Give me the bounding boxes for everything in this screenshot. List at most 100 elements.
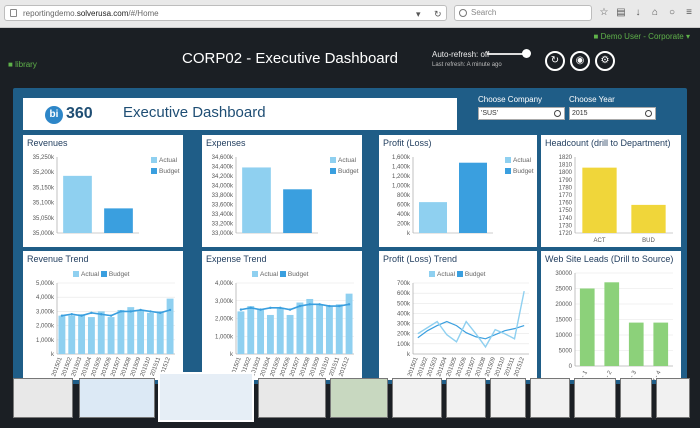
thumbnail-3[interactable] <box>158 372 254 422</box>
budget-point[interactable] <box>139 308 142 312</box>
bar[interactable] <box>166 298 174 354</box>
company-select[interactable]: 'SUS' <box>478 107 565 120</box>
thumbnail-6[interactable] <box>392 378 442 418</box>
budget-point[interactable] <box>338 304 341 308</box>
budget-point[interactable] <box>168 308 172 312</box>
budget-point[interactable] <box>119 310 123 313</box>
thumbnail-11[interactable] <box>620 378 652 418</box>
bar[interactable] <box>146 312 154 354</box>
actual-line[interactable] <box>417 290 525 349</box>
bar[interactable] <box>237 311 245 354</box>
bar[interactable] <box>107 317 115 354</box>
budget-point[interactable] <box>249 306 252 310</box>
legend-item[interactable]: Actual <box>505 157 531 164</box>
bar[interactable] <box>117 309 125 354</box>
user-menu[interactable]: ■ Demo User - Corporate ▾ <box>593 32 690 41</box>
toggle-track[interactable] <box>487 53 529 55</box>
bar[interactable] <box>335 304 343 354</box>
budget-point[interactable] <box>70 313 73 316</box>
bar[interactable] <box>58 315 66 354</box>
toggle-knob[interactable] <box>522 49 531 58</box>
view-eye-icon[interactable]: ◉ <box>570 51 590 71</box>
library-link[interactable]: ■ library <box>8 60 37 69</box>
budget-line[interactable] <box>417 320 525 340</box>
budget-point[interactable] <box>318 303 321 306</box>
bar[interactable] <box>78 314 86 354</box>
address-bar[interactable]: reportingdemo.solverusa.com/#/Home ▾ ↻ <box>4 5 447 21</box>
thumbnail-12[interactable] <box>656 378 690 418</box>
thumbnail-8[interactable] <box>490 378 526 418</box>
panel-revenues[interactable]: Revenues Actual Budget 35,250k 35,200k 35,15… <box>23 135 183 247</box>
bar[interactable] <box>137 309 145 354</box>
bar[interactable] <box>316 304 324 354</box>
budget-point[interactable] <box>109 314 113 317</box>
budget-point[interactable] <box>90 311 93 315</box>
bar[interactable] <box>459 162 487 233</box>
bar[interactable] <box>97 311 105 354</box>
bar[interactable] <box>87 317 95 354</box>
bar[interactable] <box>68 315 76 354</box>
budget-point[interactable] <box>347 303 351 306</box>
bar[interactable] <box>628 322 644 366</box>
budget-point[interactable] <box>259 308 262 311</box>
settings-gear-icon[interactable]: ⚙ <box>595 51 615 71</box>
legend-item[interactable]: Actual <box>151 157 177 164</box>
budget-point[interactable] <box>328 304 331 308</box>
thumbnail-9[interactable] <box>530 378 570 418</box>
budget-point[interactable] <box>100 313 103 316</box>
bar[interactable] <box>247 306 255 354</box>
thumbnail-2[interactable] <box>79 378 155 418</box>
panel-headcount[interactable]: Headcount (drill to Department) 1820 1810 1… <box>541 135 681 247</box>
page-info-icon[interactable] <box>10 9 17 17</box>
bar[interactable] <box>579 288 595 367</box>
bar[interactable] <box>283 189 312 233</box>
bar[interactable] <box>104 208 133 233</box>
budget-point[interactable] <box>288 308 292 311</box>
budget-point[interactable] <box>159 311 162 315</box>
bar[interactable] <box>631 204 666 233</box>
panel-expenses[interactable]: Expenses Actual Budget 34,600k 34,400k 34,20… <box>202 135 362 247</box>
legend-item[interactable]: Budget <box>151 168 180 175</box>
legend-item[interactable]: Budget <box>456 271 486 278</box>
auto-refresh-toggle[interactable]: Auto-refresh: off <box>432 49 531 59</box>
bar[interactable] <box>419 202 447 233</box>
menu-icon[interactable]: ≡ <box>686 7 692 18</box>
bar[interactable] <box>242 167 271 233</box>
bar[interactable] <box>325 306 333 354</box>
bar[interactable] <box>156 311 164 354</box>
bar[interactable] <box>296 302 304 354</box>
legend-item[interactable]: Actual <box>73 271 99 278</box>
panel-web-leads[interactable]: Web Site Leads (Drill to Source) 30000 250… <box>541 251 681 380</box>
dropdown-arrow-icon[interactable]: ▾ <box>416 9 421 19</box>
refresh-icon[interactable]: ↻ <box>545 51 565 71</box>
reading-list-icon[interactable]: ▤ <box>616 7 626 18</box>
panel-profit[interactable]: Profit (Loss) Actual Budget 1,600k 1,400k 1,… <box>379 135 537 247</box>
bar[interactable] <box>582 167 617 233</box>
bar[interactable] <box>257 309 265 354</box>
bar[interactable] <box>604 282 620 366</box>
budget-point[interactable] <box>279 306 282 310</box>
legend-item[interactable]: Actual <box>330 157 356 164</box>
legend-item[interactable]: Actual <box>252 271 278 278</box>
legend-item[interactable]: Budget <box>505 168 534 175</box>
thumbnail-1[interactable] <box>13 378 73 418</box>
panel-revenue-trend[interactable]: Revenue Trend Actual Budget 5,000k 4,000k 3… <box>23 251 183 380</box>
budget-point[interactable] <box>129 310 132 313</box>
downloads-icon[interactable]: ↓ <box>635 7 641 18</box>
bar[interactable] <box>276 307 284 354</box>
bar[interactable] <box>345 293 353 354</box>
budget-point[interactable] <box>239 308 243 311</box>
budget-point[interactable] <box>80 314 83 317</box>
legend-item[interactable]: Budget <box>279 271 309 278</box>
legend-item[interactable]: Budget <box>100 271 130 278</box>
browser-search-input[interactable]: Search <box>454 5 592 21</box>
bar[interactable] <box>306 298 314 354</box>
chat-icon[interactable]: ○ <box>668 7 676 18</box>
budget-point[interactable] <box>60 314 64 317</box>
budget-point[interactable] <box>149 310 152 313</box>
panel-profit-trend[interactable]: Profit (Loss) Trend Actual Budget 700k 600… <box>379 251 537 380</box>
legend-item[interactable]: Actual <box>429 271 455 278</box>
bar[interactable] <box>653 322 669 366</box>
bar[interactable] <box>266 314 274 354</box>
thumbnail-7[interactable] <box>446 378 486 418</box>
